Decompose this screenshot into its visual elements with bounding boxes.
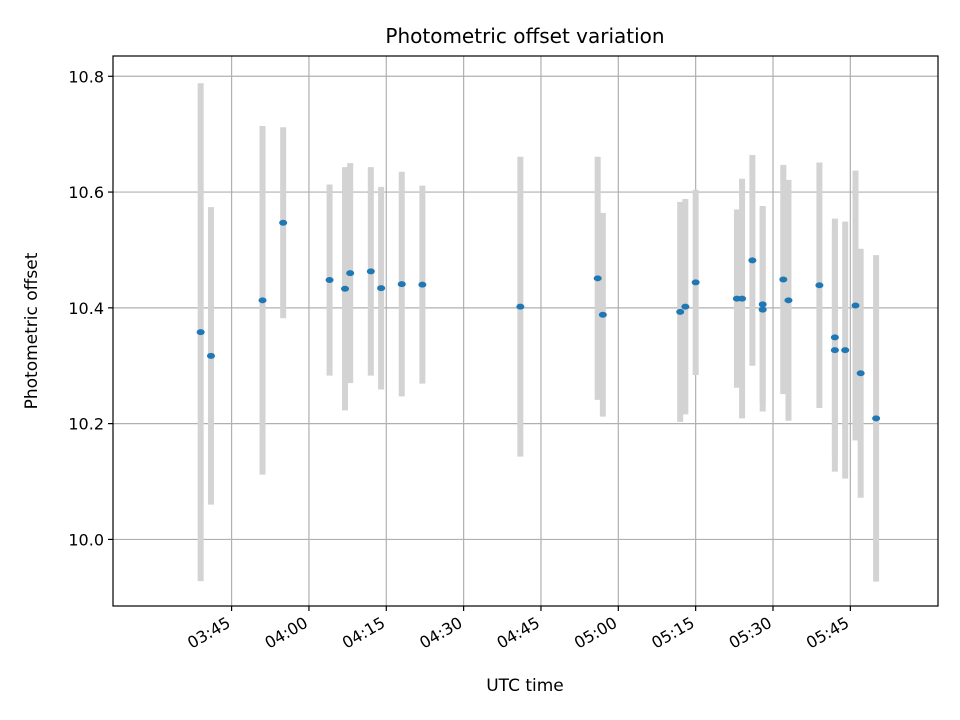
data-point xyxy=(206,352,215,359)
data-point xyxy=(681,303,690,310)
y-axis-label: Photometric offset xyxy=(22,252,42,409)
data-point xyxy=(779,276,788,283)
data-point xyxy=(758,306,767,313)
x-axis-label: UTC time xyxy=(486,676,564,696)
data-point xyxy=(279,219,288,226)
data-point xyxy=(856,370,865,377)
data-point xyxy=(196,329,205,336)
y-tick-label: 10.6 xyxy=(68,183,104,202)
data-point xyxy=(593,275,602,282)
data-point xyxy=(738,295,747,302)
data-point xyxy=(418,281,427,288)
data-point xyxy=(346,270,355,277)
y-tick-label: 10.2 xyxy=(68,415,104,434)
y-tick-label: 10.8 xyxy=(68,67,104,86)
plot-frame xyxy=(112,55,939,607)
data-point xyxy=(830,334,839,341)
y-tick-label: 10.4 xyxy=(68,299,104,318)
data-point xyxy=(377,285,386,292)
data-point xyxy=(325,277,334,284)
data-point xyxy=(676,308,685,315)
y-tick-label: 10.0 xyxy=(68,530,104,549)
data-point xyxy=(872,415,881,422)
data-point xyxy=(748,257,757,264)
data-point xyxy=(397,281,406,288)
data-point xyxy=(758,301,767,308)
y-axis-ticks: 10.0 10.2 10.4 10.6 10.8 xyxy=(68,67,113,549)
data-point xyxy=(815,282,824,289)
data-point xyxy=(841,347,850,354)
data-point xyxy=(598,311,607,318)
data-point xyxy=(784,297,793,304)
data-point xyxy=(341,285,350,292)
data-point xyxy=(258,297,267,304)
data-point xyxy=(830,347,839,354)
grid-lines xyxy=(113,56,938,606)
data-points xyxy=(196,219,881,422)
chart-title: Photometric offset variation xyxy=(385,24,664,48)
data-point xyxy=(366,268,375,275)
data-point xyxy=(851,302,860,309)
data-point xyxy=(516,303,525,310)
data-point xyxy=(691,279,700,286)
